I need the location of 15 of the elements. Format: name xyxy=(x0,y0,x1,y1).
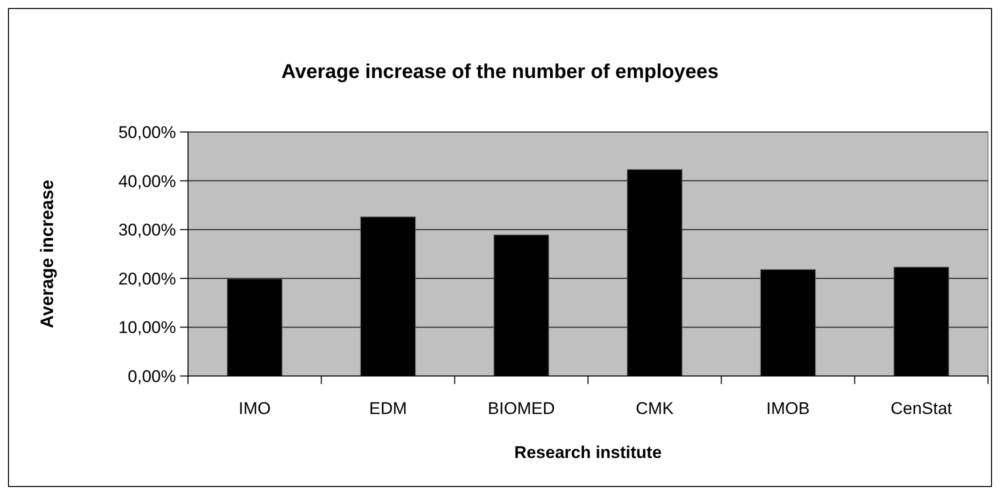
y-axis-title: Average increase xyxy=(37,180,57,328)
y-tick-label: 20,00% xyxy=(118,269,176,288)
x-tick-label: IMO xyxy=(238,399,271,418)
x-tick-label: EDM xyxy=(369,399,407,418)
x-tick-label: CMK xyxy=(636,399,674,418)
chart-title: Average increase of the number of employees xyxy=(281,61,719,83)
y-tick-label: 0,00% xyxy=(128,366,176,386)
x-tick-label: IMOB xyxy=(766,399,810,418)
x-tick-label: BIOMED xyxy=(488,399,555,418)
x-tick-label: CenStat xyxy=(890,399,952,418)
y-tick-label: 10,00% xyxy=(118,318,176,338)
y-tick-label: 40,00% xyxy=(118,172,176,191)
x-axis-title: Research institute xyxy=(514,443,662,462)
y-tick-label: 30,00% xyxy=(118,220,176,240)
y-tick-label: 50,00% xyxy=(118,122,176,142)
